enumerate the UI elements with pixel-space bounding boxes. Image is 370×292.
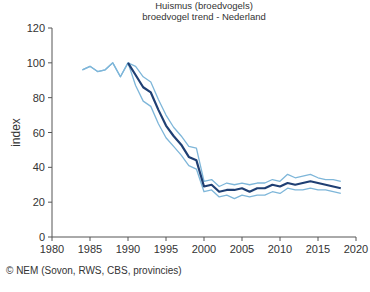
x-tick-label: 1980 [40,243,64,255]
y-tick-label: 120 [27,22,45,34]
x-tick [166,237,167,241]
x-tick [52,237,53,241]
x-tick [128,237,129,241]
y-tick-label: 100 [27,57,45,69]
x-tick [90,237,91,241]
source: © NEM (Sovon, RWS, CBS, provincies) [6,265,182,276]
y-tick [48,132,52,133]
x-tick-label: 2010 [268,243,292,255]
y-tick [48,97,52,98]
x-tick [280,237,281,241]
y-axis-label: index [9,118,23,147]
x-tick-label: 1995 [154,243,178,255]
x-tick-label: 1990 [116,243,140,255]
y-tick [48,28,52,29]
y-tick [48,167,52,168]
series-line [82,63,340,199]
x-tick-label: 2020 [344,243,368,255]
series-line [128,63,341,192]
plot-area [82,63,340,199]
x-tick [356,237,357,241]
chart: Huismus (broedvogels)broedvogel trend - … [0,0,370,292]
x-tick [242,237,243,241]
x-tick-label: 1985 [78,243,102,255]
x-tick [318,237,319,241]
subtitle: broedvogel trend - Nederland [142,11,266,22]
y-tick [48,202,52,203]
y-tick [48,62,52,63]
y-tick [48,237,52,238]
y-tick-label: 20 [33,196,45,208]
y-tick-label: 80 [33,92,45,104]
series-line [82,63,340,187]
x-tick-label: 2015 [306,243,330,255]
title: Huismus (broedvogels) [155,0,253,11]
x-tick-label: 2000 [192,243,216,255]
y-tick-label: 0 [39,231,45,243]
y-tick-label: 40 [33,161,45,173]
y-tick-label: 60 [33,127,45,139]
x-tick-label: 2005 [230,243,254,255]
x-tick [204,237,205,241]
